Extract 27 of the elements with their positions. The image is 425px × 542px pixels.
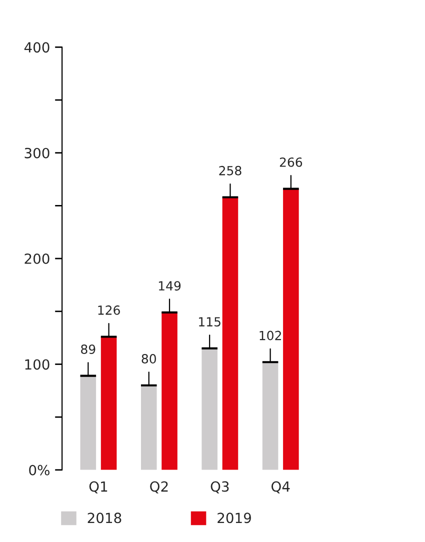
bar bbox=[100, 336, 117, 470]
x-tick-label: Q1 bbox=[89, 481, 108, 494]
data-label: 89 bbox=[81, 344, 96, 354]
y-tick-label: 400 bbox=[24, 42, 50, 53]
legend-label: 2018 bbox=[88, 512, 122, 524]
y-tick-label: 0% bbox=[29, 464, 50, 476]
y-tick-label: 300 bbox=[24, 148, 50, 158]
data-label: 80 bbox=[142, 354, 156, 364]
data-label: 149 bbox=[158, 281, 181, 291]
legend-label: 2019 bbox=[218, 512, 251, 524]
bar bbox=[80, 376, 96, 470]
y-tick-label: 100 bbox=[25, 359, 50, 370]
bar bbox=[262, 362, 278, 470]
data-label: 258 bbox=[219, 166, 242, 176]
bar bbox=[202, 348, 218, 470]
data-label: 266 bbox=[280, 157, 302, 167]
data-label: 126 bbox=[98, 305, 120, 315]
x-tick-label: Q2 bbox=[150, 481, 168, 494]
data-label: 115 bbox=[199, 317, 220, 327]
bar bbox=[162, 312, 178, 470]
x-tick-label: Q3 bbox=[210, 481, 229, 494]
x-tick-label: Q4 bbox=[272, 481, 290, 494]
bar bbox=[140, 385, 157, 470]
bar bbox=[222, 197, 238, 470]
bar bbox=[283, 188, 299, 470]
y-tick-label: 200 bbox=[24, 254, 50, 264]
data-label: 102 bbox=[260, 330, 281, 340]
